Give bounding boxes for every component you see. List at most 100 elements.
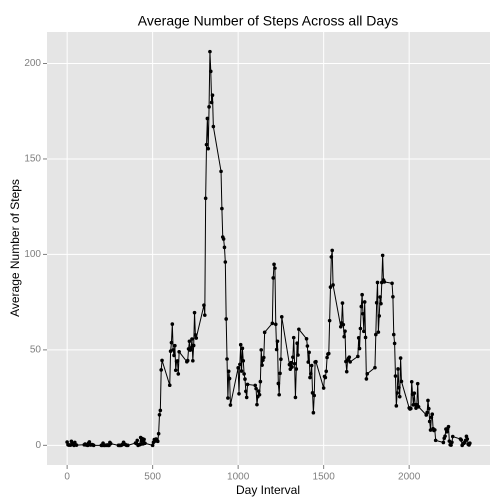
data-point	[443, 434, 447, 438]
data-point	[227, 376, 232, 381]
data-point	[262, 330, 267, 335]
data-point	[241, 358, 246, 363]
data-point	[244, 395, 249, 400]
data-point	[135, 438, 140, 443]
data-point	[310, 391, 315, 395]
data-point	[373, 365, 377, 370]
data-point	[415, 381, 420, 386]
data-point	[226, 396, 230, 400]
data-point	[328, 285, 333, 289]
data-point	[295, 341, 299, 345]
data-point	[468, 441, 472, 446]
data-point	[378, 295, 382, 299]
data-point	[205, 116, 210, 121]
data-point	[293, 395, 298, 400]
data-point	[362, 300, 367, 304]
data-point	[393, 374, 398, 378]
data-point	[238, 342, 243, 347]
data-point	[376, 330, 381, 334]
data-point	[308, 375, 312, 380]
data-point	[274, 347, 279, 352]
data-point	[359, 304, 364, 309]
data-point	[380, 253, 385, 258]
data-point	[257, 392, 262, 397]
data-point	[277, 392, 281, 397]
data-point	[291, 335, 296, 340]
data-point	[450, 434, 455, 439]
x-axis-label: Day Interval	[236, 483, 300, 497]
y-axis-label: Average Number of Steps	[8, 179, 22, 317]
data-point	[425, 410, 429, 415]
data-point	[341, 322, 346, 327]
data-point	[261, 355, 266, 360]
data-point	[343, 329, 347, 333]
data-point	[194, 336, 199, 340]
x-tick-label: 0	[64, 472, 70, 483]
data-point	[271, 276, 276, 280]
data-point	[430, 412, 435, 417]
data-point	[348, 360, 352, 364]
data-point	[171, 348, 175, 352]
data-point	[375, 280, 380, 285]
data-point	[202, 313, 207, 317]
data-point	[296, 353, 300, 357]
data-point	[223, 260, 228, 264]
data-point	[426, 398, 430, 403]
data-point	[242, 372, 246, 376]
data-point	[255, 402, 259, 407]
data-point	[398, 356, 403, 360]
data-point	[208, 69, 213, 74]
data-point	[446, 424, 451, 429]
data-point	[433, 428, 437, 432]
data-point	[190, 337, 194, 341]
data-point	[219, 169, 223, 174]
data-point	[364, 377, 369, 381]
data-point	[382, 280, 387, 284]
data-point	[87, 440, 92, 444]
x-tick-label: 2000	[398, 472, 421, 483]
data-point	[338, 324, 343, 329]
data-point	[142, 437, 146, 442]
data-point	[159, 368, 163, 372]
data-point	[275, 339, 280, 344]
data-point	[329, 255, 334, 259]
data-point	[356, 354, 360, 359]
data-point	[240, 346, 245, 351]
data-point	[394, 404, 399, 408]
data-point	[327, 318, 332, 323]
data-point	[297, 327, 301, 332]
data-point	[360, 292, 364, 297]
data-point	[409, 379, 414, 384]
data-point	[391, 295, 395, 299]
data-point	[465, 437, 470, 441]
data-point	[253, 383, 258, 388]
data-point	[357, 346, 362, 351]
data-point	[307, 350, 311, 355]
data-point	[450, 440, 454, 445]
data-point	[170, 322, 175, 326]
data-point	[157, 412, 162, 417]
data-point	[185, 358, 190, 363]
data-point	[325, 355, 329, 360]
data-point	[177, 349, 181, 354]
y-tick-label: 50	[30, 345, 42, 356]
data-point	[362, 329, 366, 334]
plot-panel	[47, 32, 490, 465]
data-point	[356, 336, 361, 340]
data-point	[258, 379, 263, 384]
data-point	[279, 315, 284, 319]
data-point	[222, 245, 227, 250]
x-tick-label: 1500	[313, 472, 336, 483]
data-point	[314, 359, 318, 364]
data-point	[202, 303, 206, 308]
data-point	[191, 358, 195, 363]
data-point	[173, 368, 178, 373]
y-tick-label: 100	[24, 249, 41, 260]
data-point	[74, 443, 79, 447]
data-point	[155, 439, 160, 444]
data-point	[238, 362, 242, 367]
data-point	[259, 348, 264, 352]
y-tick-label: 0	[35, 440, 41, 451]
data-point	[396, 367, 400, 371]
